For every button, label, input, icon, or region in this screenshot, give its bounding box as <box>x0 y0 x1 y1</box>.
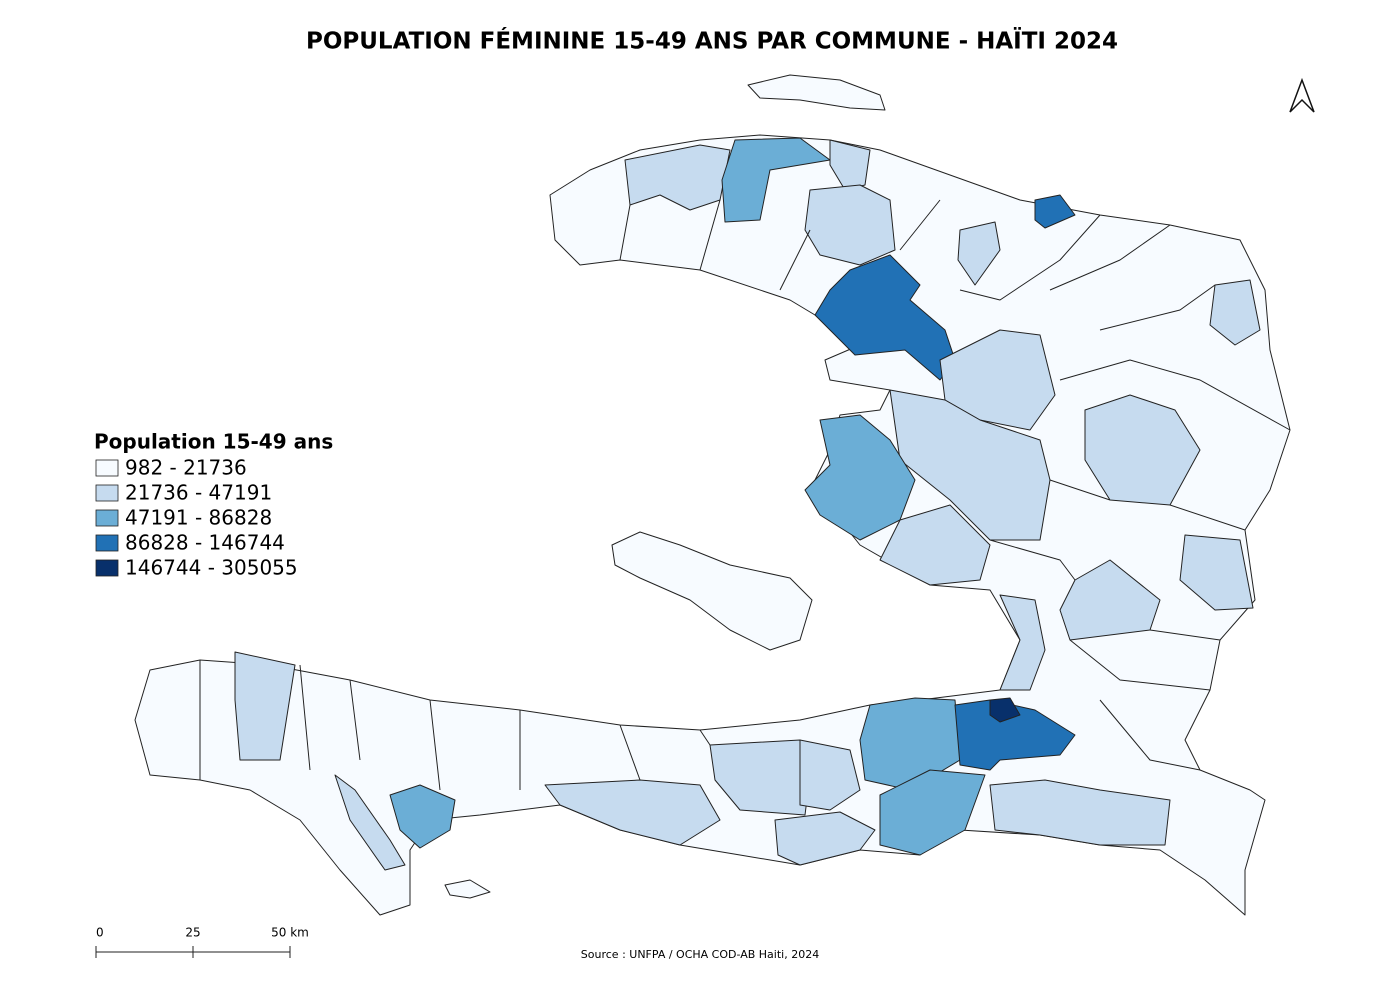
legend-swatch <box>95 484 119 502</box>
legend-swatch <box>95 459 119 477</box>
commune <box>1084 394 1201 506</box>
commune <box>234 651 296 761</box>
commune <box>989 697 1021 723</box>
scale-label: 25 <box>185 926 200 940</box>
commune <box>957 221 1001 286</box>
legend-label: 47191 - 86828 <box>125 506 272 530</box>
commune <box>721 137 831 223</box>
legend-swatch <box>95 534 119 552</box>
scale-label: 50 km <box>271 926 309 940</box>
commune <box>879 504 991 586</box>
commune <box>889 389 1051 541</box>
commune <box>389 784 456 849</box>
haiti-map <box>134 74 1291 916</box>
commune <box>989 779 1171 846</box>
commune-boundary <box>199 199 1291 791</box>
legend-label: 982 - 21736 <box>125 456 247 480</box>
legend-swatch <box>95 559 119 577</box>
commune <box>804 414 916 541</box>
gonave-island <box>611 531 813 651</box>
commune <box>999 594 1046 691</box>
vache-island <box>444 879 491 899</box>
legend-swatch <box>95 509 119 527</box>
source-note: Source : UNFPA / OCHA COD-AB Haiti, 2024 <box>581 948 819 961</box>
commune <box>624 144 731 211</box>
commune <box>799 739 861 811</box>
legend-label: 21736 - 47191 <box>125 481 272 505</box>
commune <box>1209 279 1261 346</box>
commune <box>544 779 721 846</box>
scale-bar: 0 25 50 km <box>95 926 309 958</box>
legend-label: 86828 - 146744 <box>125 531 285 555</box>
legend-title: Population 15-49 ans <box>94 430 333 454</box>
commune <box>1034 194 1076 229</box>
commune <box>774 811 876 866</box>
north-arrow <box>1289 77 1315 113</box>
legend-label: 146744 - 305055 <box>125 556 298 580</box>
tortuga-island <box>747 74 886 111</box>
commune <box>804 184 896 266</box>
commune <box>334 774 406 871</box>
map-title: POPULATION FÉMININE 15-49 ANS PAR COMMUN… <box>306 27 1118 55</box>
commune <box>1179 534 1254 611</box>
scale-label: 0 <box>96 926 104 940</box>
commune <box>879 769 986 856</box>
